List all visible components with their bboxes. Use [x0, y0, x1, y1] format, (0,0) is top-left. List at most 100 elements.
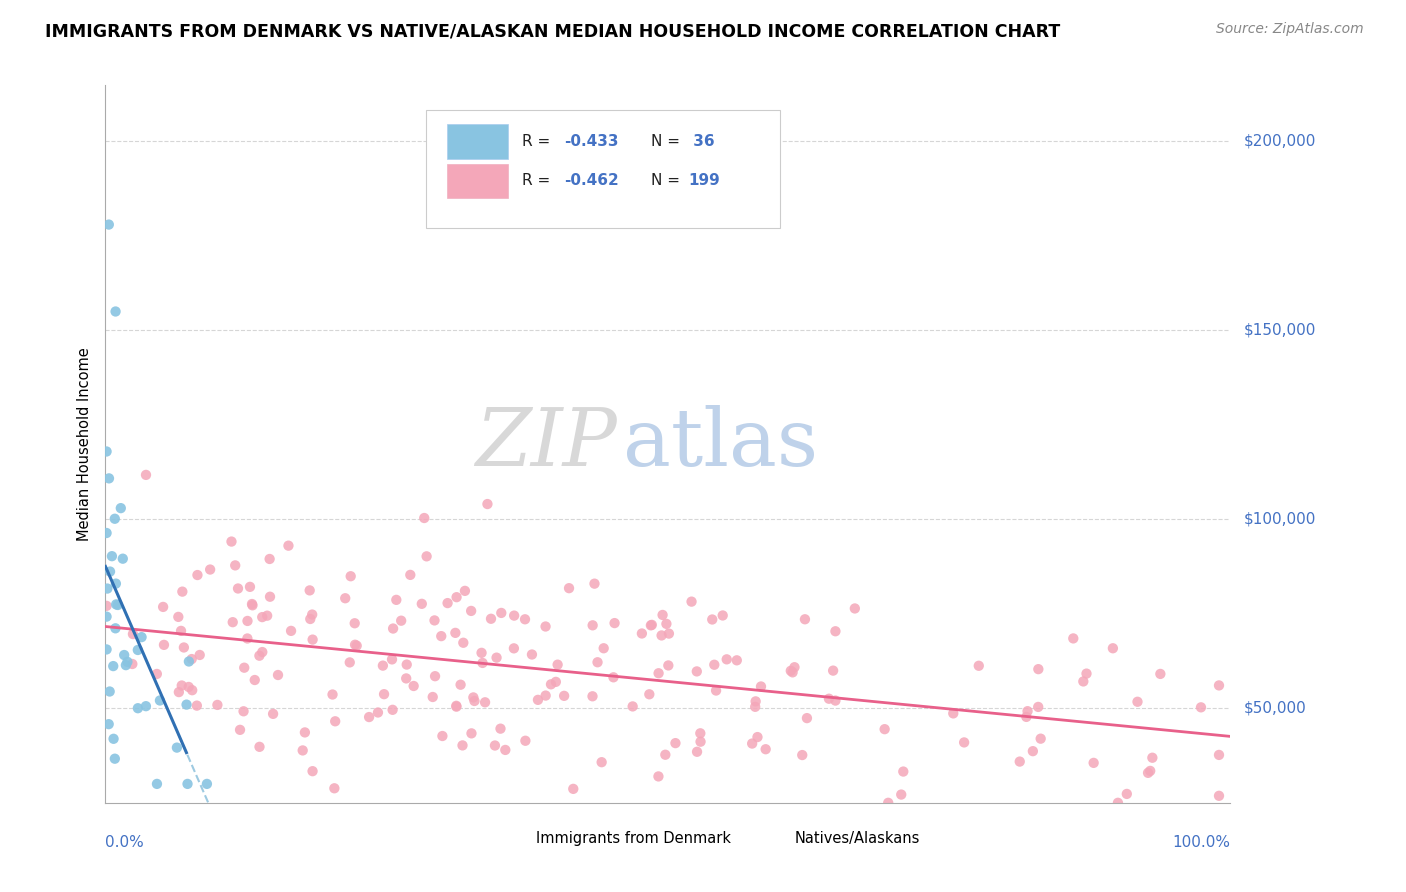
Point [477, 497, 499, 511]
Point [299, 612, 322, 626]
Point [744, 694, 766, 708]
Point [1126, 695, 1149, 709]
Y-axis label: Median Household Income: Median Household Income [77, 347, 93, 541]
Point [423, 669, 446, 683]
Point [824, 624, 846, 639]
Point [689, 734, 711, 748]
Point [104, 512, 127, 526]
Point [755, 742, 778, 756]
Point [135, 467, 157, 482]
Point [104, 576, 127, 591]
Text: Natives/Alaskans: Natives/Alaskans [794, 831, 921, 847]
Point [562, 781, 585, 796]
Text: IMMIGRANTS FROM DENMARK VS NATIVE/ALASKAN MEDIAN HOUSEHOLD INCOME CORRELATION CH: IMMIGRANTS FROM DENMARK VS NATIVE/ALASKA… [45, 22, 1060, 40]
Point [233, 661, 256, 675]
Point [97, 218, 120, 232]
Point [794, 612, 817, 626]
Point [381, 652, 404, 666]
Point [339, 569, 361, 583]
Point [583, 576, 606, 591]
Point [1076, 666, 1098, 681]
FancyBboxPatch shape [491, 830, 530, 856]
Point [453, 636, 475, 650]
Point [259, 552, 281, 566]
Point [186, 568, 208, 582]
Point [240, 597, 263, 611]
Point [226, 582, 249, 596]
Point [470, 646, 492, 660]
Point [823, 664, 845, 678]
Point [491, 606, 513, 620]
Point [744, 699, 766, 714]
Point [256, 608, 278, 623]
Point [1017, 704, 1039, 718]
Point [252, 645, 274, 659]
Point [170, 679, 193, 693]
Point [389, 614, 412, 628]
Point [177, 655, 200, 669]
Point [221, 534, 243, 549]
Point [686, 665, 709, 679]
Point [242, 599, 264, 613]
Point [166, 740, 188, 755]
Point [704, 683, 727, 698]
Point [395, 657, 418, 672]
Point [107, 598, 129, 612]
Point [112, 648, 135, 662]
Point [651, 607, 673, 622]
Point [301, 632, 323, 647]
Point [1208, 747, 1230, 762]
Point [503, 641, 526, 656]
Point [942, 706, 965, 721]
Point [463, 694, 485, 708]
Text: -0.433: -0.433 [564, 134, 619, 149]
Point [104, 752, 127, 766]
Point [97, 717, 120, 731]
Point [586, 655, 609, 669]
Point [170, 624, 193, 638]
Point [581, 690, 603, 704]
Point [818, 691, 841, 706]
Point [298, 583, 321, 598]
Point [422, 690, 444, 704]
Point [98, 684, 121, 698]
Point [725, 653, 748, 667]
Point [686, 745, 709, 759]
Point [703, 657, 725, 672]
Point [1149, 667, 1171, 681]
Point [367, 706, 389, 720]
Point [520, 648, 543, 662]
Point [399, 567, 422, 582]
Text: -0.462: -0.462 [564, 173, 619, 188]
Text: Immigrants from Denmark: Immigrants from Denmark [536, 831, 731, 847]
Point [127, 701, 149, 715]
Point [603, 616, 626, 631]
Point [103, 731, 125, 746]
Point [262, 706, 284, 721]
Point [198, 562, 221, 576]
Point [890, 788, 912, 802]
Point [1022, 744, 1045, 758]
Point [485, 650, 508, 665]
Point [224, 558, 246, 573]
Point [131, 630, 153, 644]
Point [117, 655, 139, 669]
Point [534, 619, 557, 633]
Point [402, 679, 425, 693]
Point [664, 736, 686, 750]
Point [792, 747, 814, 762]
Point [373, 687, 395, 701]
Point [152, 599, 174, 614]
Text: atlas: atlas [623, 405, 818, 483]
Point [460, 726, 482, 740]
Point [259, 590, 281, 604]
Point [436, 596, 458, 610]
Point [343, 616, 366, 631]
Point [411, 597, 433, 611]
Point [103, 659, 125, 673]
Point [122, 627, 145, 641]
Point [146, 667, 169, 681]
FancyBboxPatch shape [426, 110, 780, 228]
Point [1139, 764, 1161, 778]
Point [655, 616, 678, 631]
